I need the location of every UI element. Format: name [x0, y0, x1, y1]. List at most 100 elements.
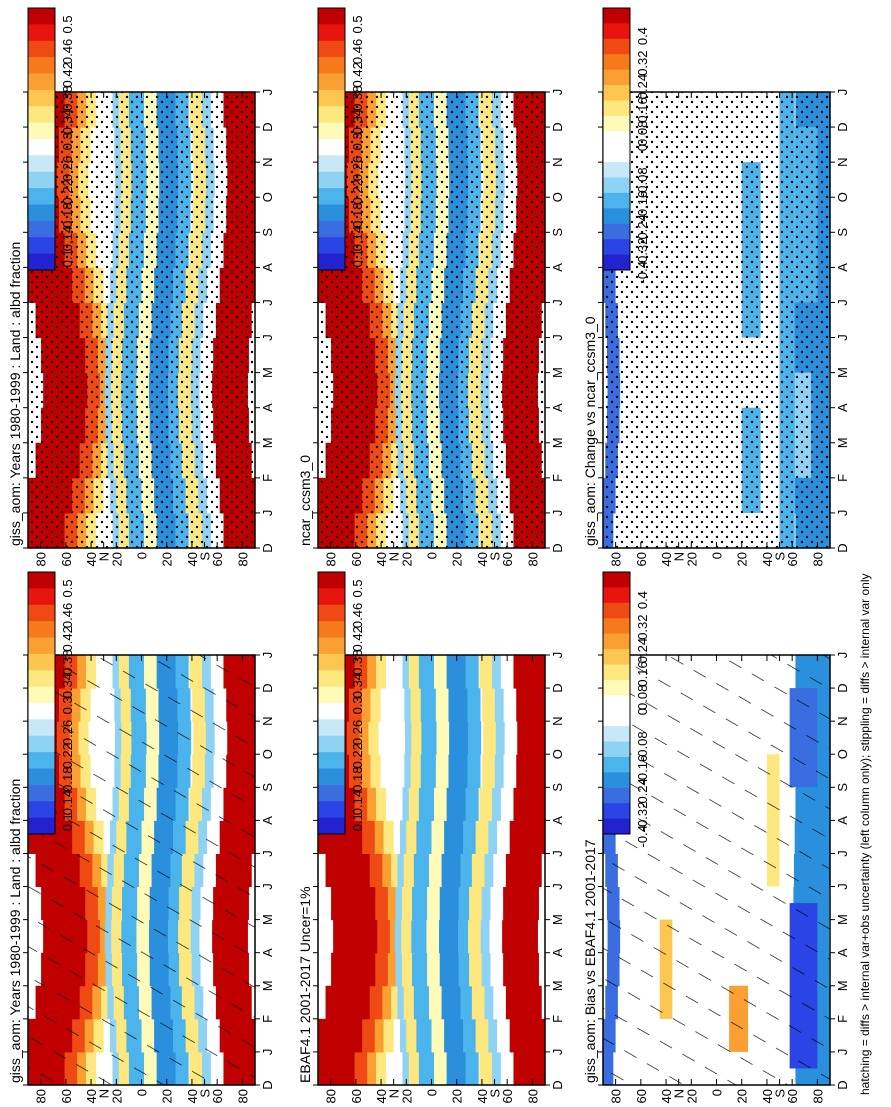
colorbar-swatch: [603, 741, 630, 758]
lat-tick-label: 0: [425, 1089, 440, 1096]
colorbar-frame: [27, 7, 56, 271]
colorbar-swatch: [28, 801, 55, 819]
colorbar-swatch: [318, 122, 345, 140]
heat-cell: [408, 1051, 420, 1085]
colorbar-swatch: [318, 253, 345, 271]
colorbar-swatch: [28, 719, 55, 737]
heat-cell: [439, 919, 459, 954]
colorbar: 0.5 0.460.420.380.340.3 0.260.220.180.140.…: [317, 571, 365, 835]
heat-cell: [435, 754, 449, 788]
lat-tick-label: 40: [760, 1089, 775, 1103]
heat-cell: [367, 787, 377, 821]
colorbar-label: 0.18: [350, 767, 365, 792]
colorbar-swatch: [318, 220, 345, 238]
colorbar-label: 0.24: [635, 638, 650, 663]
month-tick-label: S: [260, 783, 275, 792]
colorbar-swatch: [28, 703, 55, 720]
colorbar-swatch: [28, 817, 55, 835]
heat-cell: [481, 952, 492, 987]
heat-cell: [516, 688, 545, 722]
heat-cell: [436, 721, 450, 755]
heat-cell: [511, 688, 517, 722]
colorbar-label: -0.08: [635, 167, 650, 197]
lat-tick-label: 20: [684, 552, 699, 566]
heat-cell: [493, 853, 502, 888]
heat-cell: [468, 721, 482, 755]
colorbar-label: 0.16: [635, 97, 650, 122]
panel-title: giss_aom: Bias vs EBAF4.1 2001-2017: [582, 839, 598, 1083]
colorbar-swatch: [28, 752, 55, 769]
month-tick-label: A: [550, 948, 565, 957]
heat-cell: [411, 952, 428, 987]
colorbar-swatch: [603, 679, 630, 696]
lat-tick-label: S: [488, 1089, 503, 1098]
heat-cell: [331, 886, 376, 921]
colorbar-swatch: [603, 710, 630, 727]
heat-cell: [504, 1018, 511, 1053]
heatmap-cells: [28, 655, 255, 1085]
month-tick-label: D: [835, 543, 850, 552]
month-tick-label: S: [835, 783, 850, 792]
heat-cell: [428, 853, 443, 888]
colorbar-swatch: [603, 756, 630, 773]
month-tick-label: S: [260, 228, 275, 237]
colorbar-label: 0: [635, 708, 650, 715]
heat-cell: [375, 886, 389, 921]
lat-tick-label: 0: [710, 552, 725, 559]
lat-tick-label: 20: [735, 552, 750, 566]
heat-cell: [421, 721, 438, 755]
month-tick-label: F: [260, 474, 275, 482]
month-tick-label: J: [260, 1049, 275, 1056]
colorbar-swatch: [603, 726, 630, 742]
colorbar-swatch: [318, 719, 345, 737]
lat-tick-label: 60: [785, 552, 800, 566]
heat-cell: [368, 721, 380, 755]
heat-cell: [395, 886, 403, 921]
month-tick-label: J: [550, 883, 565, 890]
heat-cell: [500, 787, 509, 821]
heat-cell: [446, 655, 467, 689]
lat-tick-label: 20: [399, 552, 414, 566]
month-tick-label: O: [260, 749, 275, 759]
colorbar-swatch: [603, 254, 630, 271]
heat-cell: [386, 1051, 393, 1085]
hatching-overlay: [28, 655, 255, 1085]
heat-cell: [484, 985, 494, 1020]
lat-tick-label: 60: [785, 1089, 800, 1103]
lat-tick-label: S: [198, 552, 213, 561]
month-tick-label: N: [835, 157, 850, 166]
stippling-overlay: [28, 92, 255, 548]
colorbar-swatch: [603, 787, 630, 804]
heat-cell: [404, 688, 412, 722]
colorbar-label: 0.16: [635, 661, 650, 686]
colorbar-label: 0.22: [60, 743, 75, 768]
lat-tick-label: 20: [450, 1089, 465, 1103]
heat-cell: [467, 688, 481, 722]
colorbar-label: 0.38: [350, 86, 365, 111]
colorbar-swatch: [318, 106, 345, 124]
month-tick-label: N: [550, 157, 565, 166]
heat-cell: [479, 655, 493, 689]
heat-cell: [503, 754, 512, 788]
heat-cell: [374, 1018, 385, 1053]
month-tick-label: N: [260, 716, 275, 725]
colorbar-swatch: [318, 686, 345, 704]
heat-cell: [517, 721, 545, 755]
month-tick-label: J: [260, 299, 275, 306]
heat-cell: [444, 820, 464, 854]
heat-cell: [382, 853, 392, 888]
month-tick-label: J: [835, 510, 850, 517]
colorbar-swatch: [603, 649, 630, 665]
month-tick-label: J: [550, 510, 565, 517]
heat-cell: [331, 952, 376, 987]
hatching-overlay: [603, 655, 830, 1085]
colorbar-swatch: [28, 572, 55, 589]
colorbar-swatch: [603, 602, 630, 619]
lat-tick-label: N: [387, 552, 402, 561]
lat-tick-label: 80: [810, 1089, 825, 1103]
heat-cell: [493, 985, 502, 1020]
heat-cell: [463, 820, 477, 854]
colorbar-label: 0.3: [350, 132, 365, 150]
heat-cell: [492, 787, 502, 821]
heat-cell: [463, 1018, 477, 1053]
